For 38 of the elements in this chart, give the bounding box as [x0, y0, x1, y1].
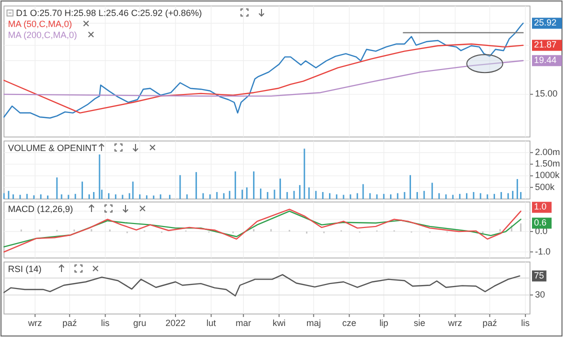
text: MA (200,C,MA,0): [8, 30, 78, 40]
x-tick-label: cze: [342, 318, 356, 328]
y-tick-label: 25.92: [534, 18, 557, 28]
y-tick-label: 500k: [535, 182, 556, 192]
chart-title: VOLUME & OPENINT: [8, 143, 98, 153]
y-tick-label: 75: [534, 270, 544, 280]
line-series: [3, 274, 520, 296]
y-tick-label: 0.6: [534, 218, 547, 228]
chart-title: MACD (12,26,9): [8, 204, 74, 214]
x-tick-label: kwi: [272, 318, 286, 328]
line-series: [3, 22, 524, 119]
y-tick-label: 1.0: [534, 202, 547, 212]
x-tick-label: wrz: [447, 318, 463, 328]
y-tick-label: -1.0: [535, 246, 551, 256]
y-tick-label: 1.50m: [535, 158, 560, 169]
x-tick-label: lip: [379, 318, 388, 328]
y-tick-label: 2.00m: [535, 146, 560, 157]
x-tick-label: paź: [482, 318, 498, 328]
chart-title: RSI (14): [8, 264, 42, 274]
line-series: [3, 60, 524, 97]
chart-title: D1 O:25.70 H:25.98 L:25.46 C:25.92 (+0.86%): [16, 8, 202, 18]
line-series: [3, 43, 524, 114]
x-tick-label: gru: [133, 318, 146, 328]
x-tick-label: wrz: [27, 318, 43, 328]
y-tick-label: 19.44: [534, 55, 557, 66]
y-tick-label: 15.00: [535, 88, 558, 99]
x-tick-label: 2022: [165, 318, 186, 328]
x-tick-label: lis: [101, 318, 110, 328]
x-tick-label: paź: [62, 318, 78, 328]
y-tick-label: 21.87: [534, 40, 557, 50]
x-tick-label: mar: [236, 318, 252, 328]
x-tick-label: lut: [206, 318, 216, 328]
y-tick-label: 1000k: [535, 170, 560, 180]
x-tick-label: sie: [414, 318, 426, 328]
y-tick-label: 30: [535, 289, 546, 300]
text: MA (50,C,MA,0): [8, 19, 72, 29]
x-tick-label: maj: [306, 318, 321, 328]
x-tick-label: lis: [521, 318, 530, 328]
